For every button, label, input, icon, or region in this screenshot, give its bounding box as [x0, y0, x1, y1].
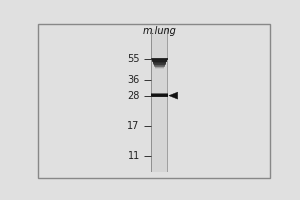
Bar — [152, 95, 168, 96]
Bar — [152, 94, 168, 95]
Bar — [154, 64, 165, 66]
Bar — [152, 94, 168, 95]
Text: 28: 28 — [128, 91, 140, 101]
Bar — [153, 62, 166, 64]
Bar — [155, 68, 164, 70]
Bar — [152, 59, 167, 61]
Bar — [152, 96, 168, 97]
Bar — [152, 59, 167, 60]
Bar — [152, 94, 168, 95]
Bar — [153, 63, 166, 65]
Bar — [153, 61, 166, 63]
Bar — [154, 65, 165, 67]
Bar — [153, 61, 166, 62]
Bar — [152, 58, 168, 60]
Bar — [155, 67, 164, 69]
Bar — [152, 60, 167, 62]
Bar — [152, 58, 167, 60]
Text: 36: 36 — [128, 75, 140, 85]
Bar — [153, 61, 166, 63]
Bar — [155, 67, 164, 69]
Bar — [154, 65, 165, 67]
Bar — [154, 63, 166, 65]
Bar — [152, 94, 168, 95]
Bar — [152, 96, 168, 97]
Polygon shape — [169, 92, 178, 99]
Bar — [152, 60, 167, 62]
Bar — [152, 95, 168, 96]
Bar — [152, 59, 167, 61]
Bar — [152, 95, 168, 96]
Bar — [152, 93, 168, 94]
Text: 17: 17 — [128, 121, 140, 131]
Bar — [152, 96, 168, 97]
Bar — [167, 29, 168, 172]
Bar — [152, 94, 168, 95]
Bar — [152, 95, 168, 96]
Bar — [155, 66, 164, 68]
Bar — [152, 29, 168, 172]
Text: m.lung: m.lung — [142, 26, 176, 36]
Bar — [152, 96, 168, 97]
Text: 11: 11 — [128, 151, 140, 161]
Bar — [152, 95, 168, 96]
Bar — [152, 93, 168, 94]
Bar — [154, 64, 165, 65]
Bar — [154, 64, 165, 66]
Bar — [153, 62, 166, 64]
Text: 55: 55 — [127, 54, 140, 64]
Bar — [154, 66, 165, 67]
Bar — [155, 66, 164, 68]
Bar — [152, 96, 168, 97]
